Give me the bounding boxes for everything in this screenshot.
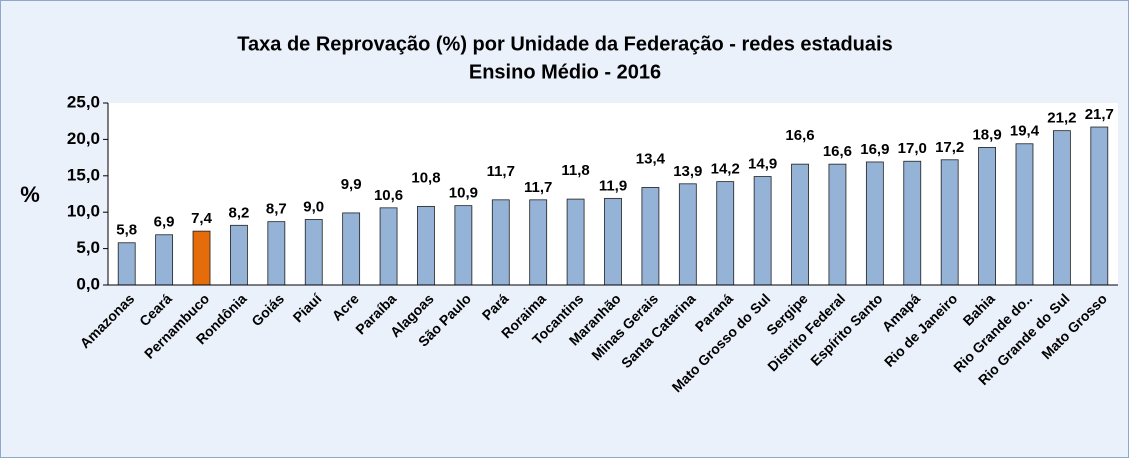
bar — [641, 187, 660, 286]
data-label: 11,8 — [561, 162, 589, 179]
data-label: 11,7 — [524, 179, 552, 196]
bar — [828, 163, 847, 286]
chart-subtitle: Ensino Médio - 2016 — [469, 61, 661, 83]
chart-title: Taxa de Reprovação (%) por Unidade da Fe… — [237, 33, 892, 55]
y-tick-label: 15,0 — [67, 165, 100, 184]
data-label: 9,0 — [303, 198, 324, 215]
data-label: 18,9 — [972, 126, 1001, 143]
bar — [903, 160, 922, 286]
bar — [342, 212, 361, 286]
data-label: 8,2 — [228, 204, 249, 221]
bar — [978, 147, 996, 286]
data-label: 14,2 — [711, 161, 740, 178]
data-label: 16,6 — [785, 127, 814, 144]
y-tick-label: 20,0 — [67, 129, 100, 148]
bar — [491, 199, 510, 286]
bar — [304, 219, 323, 286]
bar — [791, 163, 809, 286]
y-tick-label: 10,0 — [67, 202, 100, 221]
bar — [454, 205, 473, 286]
bar — [379, 207, 398, 286]
data-label: 10,8 — [411, 169, 440, 186]
data-label: 11,7 — [487, 163, 515, 180]
bar — [192, 230, 211, 286]
bar — [529, 199, 548, 286]
data-label: 10,9 — [449, 185, 478, 202]
data-label: 17,2 — [935, 139, 964, 156]
y-tick-label: 0,0 — [76, 274, 100, 293]
data-label: 21,2 — [1047, 110, 1076, 127]
data-label: 5,8 — [116, 222, 137, 239]
bar — [940, 159, 959, 286]
bar — [155, 234, 174, 286]
bar — [1052, 130, 1071, 286]
bar — [267, 221, 286, 286]
bar — [1090, 126, 1109, 286]
bar — [678, 183, 697, 286]
data-label: 9,9 — [341, 176, 362, 193]
y-tick-label: 25,0 — [67, 92, 100, 111]
data-label: 13,9 — [673, 163, 702, 180]
data-label: 13,4 — [636, 150, 666, 167]
bar — [230, 224, 248, 286]
data-label: 21,7 — [1085, 106, 1114, 123]
y-axis-label: % — [20, 182, 40, 207]
data-label: 16,9 — [860, 141, 889, 158]
data-label: 7,4 — [191, 210, 213, 227]
data-label: 6,9 — [154, 214, 175, 231]
bar — [1015, 143, 1034, 286]
bar — [566, 198, 585, 286]
bar — [117, 242, 136, 286]
data-label: 11,9 — [599, 177, 627, 194]
data-label: 10,6 — [374, 187, 403, 204]
data-label: 19,4 — [1010, 123, 1040, 140]
bar — [604, 197, 622, 286]
bar — [417, 205, 435, 286]
y-tick-label: 5,0 — [76, 238, 100, 257]
data-label: 17,0 — [898, 140, 927, 157]
data-label: 16,6 — [823, 143, 852, 160]
data-label: 14,9 — [748, 155, 777, 172]
bar — [865, 161, 884, 286]
bar — [753, 176, 772, 286]
data-label: 8,7 — [266, 201, 287, 218]
bar — [716, 181, 735, 286]
